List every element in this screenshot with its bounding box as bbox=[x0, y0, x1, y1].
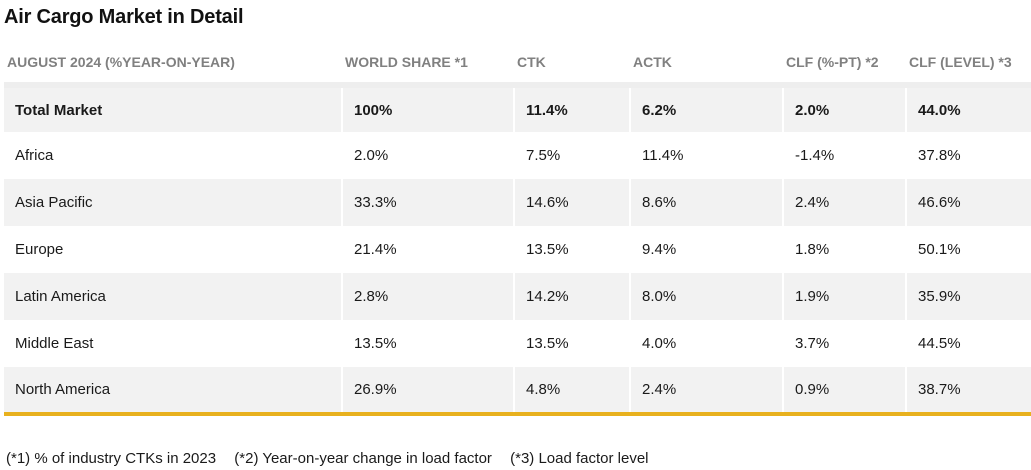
table-row-latin-america: Latin America 2.8% 14.2% 8.0% 1.9% 35.9% bbox=[4, 273, 1031, 320]
header-world-share: WORLD SHARE *1 bbox=[342, 42, 514, 88]
cell-clf-level: 50.1% bbox=[918, 241, 961, 258]
cell-actk: 4.0% bbox=[630, 320, 784, 367]
cell-world-share: 2.8% bbox=[342, 273, 515, 320]
cell-ctk: 13.5% bbox=[514, 226, 631, 273]
market-table: AUGUST 2024 (%YEAR-ON-YEAR) WORLD SHARE … bbox=[4, 42, 1031, 416]
cell-clf-pt: 1.9% bbox=[783, 273, 907, 320]
header-clf-level: CLF (LEVEL) *3 bbox=[906, 42, 1031, 88]
cell-clf-level: 44.5% bbox=[918, 335, 961, 352]
cell-clf-level: 38.7% bbox=[906, 367, 1031, 416]
cell-clf-pt: 3.7% bbox=[783, 320, 907, 367]
page-title: Air Cargo Market in Detail bbox=[4, 6, 244, 28]
footnote-1: (*1) % of industry CTKs in 2023 bbox=[6, 450, 217, 467]
footnote-3: (*3) Load factor level bbox=[510, 450, 649, 467]
cell-region: Latin America bbox=[4, 273, 343, 320]
cell-world-share: 13.5% bbox=[342, 320, 515, 367]
cell-world-share: 26.9% bbox=[342, 367, 515, 416]
table-row-africa: Africa 2.0% 7.5% 11.4% -1.4% 37.8% bbox=[4, 132, 1031, 179]
cell-clf-level: 46.6% bbox=[906, 179, 1031, 226]
table-header: AUGUST 2024 (%YEAR-ON-YEAR) WORLD SHARE … bbox=[4, 42, 1031, 88]
cell-ctk: 11.4% bbox=[514, 85, 631, 132]
cell-world-share: 33.3% bbox=[342, 179, 515, 226]
cell-actk: 2.4% bbox=[630, 367, 784, 416]
market-table-container: AUGUST 2024 (%YEAR-ON-YEAR) WORLD SHARE … bbox=[4, 42, 1031, 416]
cell-world-share: 2.0% bbox=[342, 132, 515, 179]
cell-ctk: 7.5% bbox=[514, 132, 631, 179]
cell-region: Total Market bbox=[4, 85, 343, 132]
cell-actk: 8.6% bbox=[630, 179, 784, 226]
header-region: AUGUST 2024 (%YEAR-ON-YEAR) bbox=[4, 42, 342, 88]
cell-world-share: 21.4% bbox=[342, 226, 515, 273]
cell-ctk: 13.5% bbox=[514, 320, 631, 367]
table-row-north-america: North America 26.9% 4.8% 2.4% 0.9% 38.7% bbox=[4, 367, 1031, 416]
cell-actk: 9.4% bbox=[630, 226, 784, 273]
cell-clf-level: 44.0% bbox=[906, 85, 1031, 132]
table-row-asia-pacific: Asia Pacific 33.3% 14.6% 8.6% 2.4% 46.6% bbox=[4, 179, 1031, 226]
cell-actk: 8.0% bbox=[630, 273, 784, 320]
cell-clf-pt: -1.4% bbox=[783, 132, 907, 179]
cell-ctk: 14.2% bbox=[514, 273, 631, 320]
cell-ctk: 4.8% bbox=[514, 367, 631, 416]
footnotes: (*1) % of industry CTKs in 2023 (*2) Yea… bbox=[6, 450, 663, 467]
cell-clf-pt: 2.4% bbox=[783, 179, 907, 226]
header-clf-pt: CLF (%-PT) *2 bbox=[783, 42, 906, 88]
cell-region: Africa bbox=[4, 132, 343, 179]
cell-region: North America bbox=[4, 367, 343, 416]
table-body: Total Market 100% 11.4% 6.2% 2.0% 44.0% … bbox=[4, 85, 1031, 416]
table-row-total-market: Total Market 100% 11.4% 6.2% 2.0% 44.0% bbox=[4, 85, 1031, 132]
cell-clf-pt: 2.0% bbox=[783, 85, 907, 132]
cell-world-share: 100% bbox=[342, 85, 515, 132]
cell-region: Europe bbox=[4, 226, 343, 273]
cell-clf-level: 35.9% bbox=[906, 273, 1031, 320]
footnote-2: (*2) Year-on-year change in load factor bbox=[234, 450, 492, 467]
cell-clf-level: 37.8% bbox=[918, 147, 961, 164]
table-row-middle-east: Middle East 13.5% 13.5% 4.0% 3.7% 44.5% bbox=[4, 320, 1031, 367]
header-ctk: CTK bbox=[514, 42, 630, 88]
cell-clf-pt: 1.8% bbox=[783, 226, 907, 273]
cell-actk: 6.2% bbox=[630, 85, 784, 132]
header-row: AUGUST 2024 (%YEAR-ON-YEAR) WORLD SHARE … bbox=[4, 42, 1031, 88]
header-actk: ACTK bbox=[630, 42, 783, 88]
cell-region: Middle East bbox=[4, 320, 343, 367]
table-row-europe: Europe 21.4% 13.5% 9.4% 1.8% 50.1% bbox=[4, 226, 1031, 273]
cell-actk: 11.4% bbox=[630, 132, 784, 179]
cell-ctk: 14.6% bbox=[514, 179, 631, 226]
cell-clf-pt: 0.9% bbox=[783, 367, 907, 416]
cell-region: Asia Pacific bbox=[4, 179, 343, 226]
